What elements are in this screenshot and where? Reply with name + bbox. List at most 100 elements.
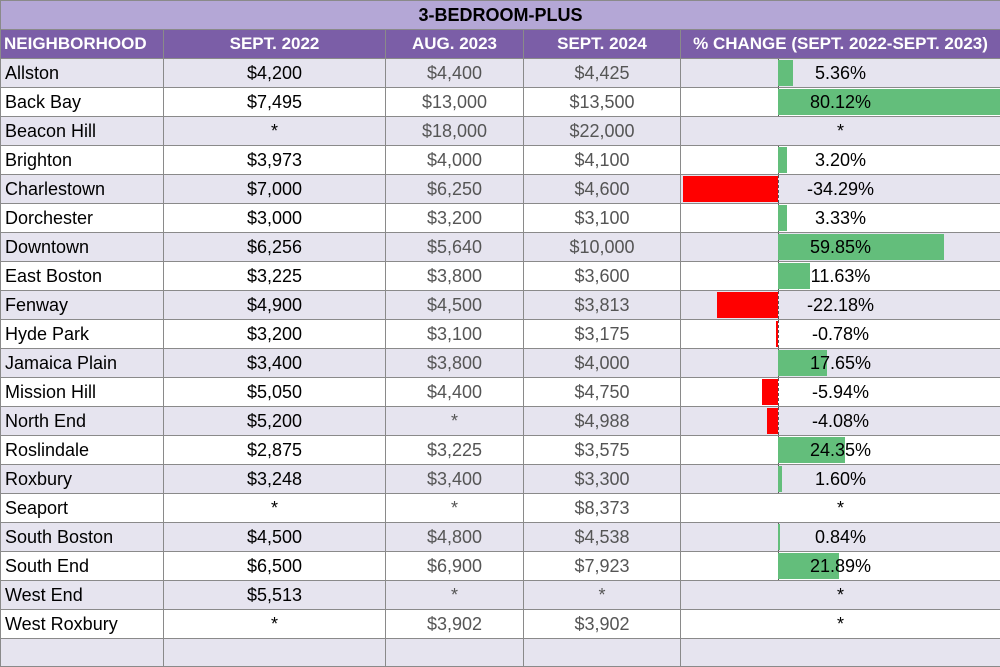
sept-2024-cell: $4,750 [524, 378, 681, 407]
pct-change-label: 17.65% [810, 353, 871, 373]
aug-2023-cell: $4,000 [386, 146, 524, 175]
sept-2024-cell: $8,373 [524, 494, 681, 523]
sept-2022-cell: $3,973 [164, 146, 386, 175]
table-row: West Roxbury*$3,902$3,902* [1, 610, 1000, 639]
negative-data-bar [776, 321, 778, 347]
pct-change-label: -0.78% [812, 324, 869, 344]
sept-2022-cell: $3,000 [164, 204, 386, 233]
pct-change-cell: 21.89% [681, 552, 1000, 581]
sept-2024-cell: $3,902 [524, 610, 681, 639]
positive-data-bar [778, 147, 787, 173]
sept-2022-cell: $6,500 [164, 552, 386, 581]
aug-2023-cell: $3,100 [386, 320, 524, 349]
table-row: Beacon Hill*$18,000$22,000* [1, 117, 1000, 146]
sept-2022-cell: $3,200 [164, 320, 386, 349]
sept-2024-cell: $3,300 [524, 465, 681, 494]
positive-data-bar [778, 524, 780, 550]
neighborhood-cell: South End [1, 552, 164, 581]
header-sept-2022: SEPT. 2022 [164, 30, 386, 59]
sept-2024-cell: $4,988 [524, 407, 681, 436]
pct-change-label: 3.33% [815, 208, 866, 228]
positive-data-bar [778, 263, 810, 289]
sept-2022-cell: * [164, 494, 386, 523]
empty-cell [681, 639, 1000, 667]
sept-2022-cell: $3,248 [164, 465, 386, 494]
bar-axis [778, 407, 779, 435]
pct-change-label: -5.94% [812, 382, 869, 402]
pct-change-cell: 17.65% [681, 349, 1000, 378]
sept-2022-cell: $5,050 [164, 378, 386, 407]
neighborhood-cell: Brighton [1, 146, 164, 175]
sept-2024-cell: $3,600 [524, 262, 681, 291]
aug-2023-cell: $4,800 [386, 523, 524, 552]
neighborhood-cell: West Roxbury [1, 610, 164, 639]
pct-change-cell: 11.63% [681, 262, 1000, 291]
aug-2023-cell: $4,400 [386, 378, 524, 407]
sept-2022-cell: $5,513 [164, 581, 386, 610]
title-row: 3-BEDROOM-PLUS [1, 1, 1000, 30]
bar-axis [778, 320, 779, 348]
aug-2023-cell: $3,400 [386, 465, 524, 494]
sept-2022-cell: * [164, 610, 386, 639]
table-row: Brighton$3,973$4,000$4,100 3.20% [1, 146, 1000, 175]
pct-change-cell: 3.20% [681, 146, 1000, 175]
sept-2024-cell: $4,100 [524, 146, 681, 175]
neighborhood-cell: Downtown [1, 233, 164, 262]
pct-change-label: -22.18% [807, 295, 874, 315]
empty-cell [524, 639, 681, 667]
sept-2022-cell: $6,256 [164, 233, 386, 262]
aug-2023-cell: $4,400 [386, 59, 524, 88]
pct-change-cell: -0.78% [681, 320, 1000, 349]
positive-data-bar [778, 60, 793, 86]
aug-2023-cell: $6,250 [386, 175, 524, 204]
neighborhood-cell: East Boston [1, 262, 164, 291]
sept-2024-cell: $4,000 [524, 349, 681, 378]
pct-change-label: * [837, 585, 844, 605]
neighborhood-cell: Beacon Hill [1, 117, 164, 146]
pct-change-label: 0.84% [815, 527, 866, 547]
pct-change-label: * [837, 498, 844, 518]
sept-2022-cell: $7,000 [164, 175, 386, 204]
pct-change-cell: * [681, 117, 1000, 146]
pct-change-label: 5.36% [815, 63, 866, 83]
aug-2023-cell: $3,902 [386, 610, 524, 639]
pct-change-cell: -22.18% [681, 291, 1000, 320]
neighborhood-cell: Hyde Park [1, 320, 164, 349]
sept-2024-cell: $3,100 [524, 204, 681, 233]
header-sept-2024: SEPT. 2024 [524, 30, 681, 59]
empty-cell [1, 639, 164, 667]
neighborhood-cell: Jamaica Plain [1, 349, 164, 378]
aug-2023-cell: $4,500 [386, 291, 524, 320]
neighborhood-cell: Seaport [1, 494, 164, 523]
neighborhood-cell: Mission Hill [1, 378, 164, 407]
pct-change-cell: 0.84% [681, 523, 1000, 552]
negative-data-bar [683, 176, 778, 202]
positive-data-bar [778, 205, 787, 231]
pct-change-label: 3.20% [815, 150, 866, 170]
pct-change-label: -4.08% [812, 411, 869, 431]
aug-2023-cell: * [386, 407, 524, 436]
bar-axis [778, 378, 779, 406]
header-pct-change: % CHANGE (SEPT. 2022-SEPT. 2023) [681, 30, 1000, 59]
empty-cell [386, 639, 524, 667]
neighborhood-cell: Charlestown [1, 175, 164, 204]
aug-2023-cell: $3,225 [386, 436, 524, 465]
neighborhood-cell: Allston [1, 59, 164, 88]
table-row: North End$5,200*$4,988-4.08% [1, 407, 1000, 436]
sept-2024-cell: $4,600 [524, 175, 681, 204]
aug-2023-cell: $6,900 [386, 552, 524, 581]
neighborhood-cell: Dorchester [1, 204, 164, 233]
pct-change-cell: 3.33% [681, 204, 1000, 233]
aug-2023-cell: $3,800 [386, 349, 524, 378]
sept-2024-cell: $13,500 [524, 88, 681, 117]
pct-change-cell: * [681, 494, 1000, 523]
pct-change-cell: 1.60% [681, 465, 1000, 494]
sept-2022-cell: $7,495 [164, 88, 386, 117]
table-title: 3-BEDROOM-PLUS [1, 1, 1000, 30]
header-aug-2023: AUG. 2023 [386, 30, 524, 59]
